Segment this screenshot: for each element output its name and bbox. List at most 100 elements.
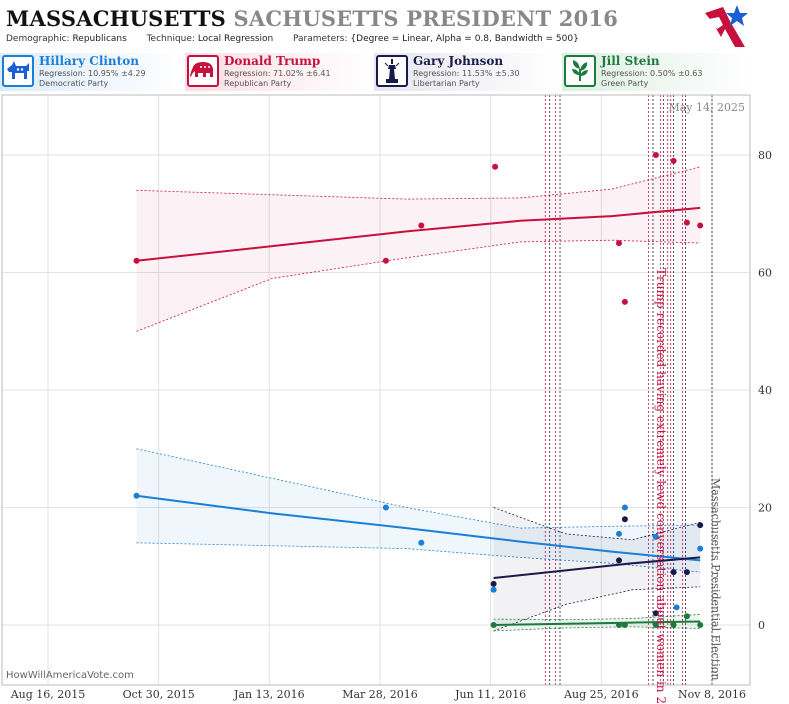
plot-frame	[1, 94, 751, 686]
candidate-legend: Hillary Clinton Regression: 10.95% ±4.29…	[0, 53, 789, 93]
y-tick-label: 60	[758, 267, 772, 280]
hillary-clinton-poll-point	[418, 539, 425, 546]
hillary-clinton-upper-bound	[136, 448, 701, 529]
annotation-label: Trump recorded having extremely lewd con…	[654, 268, 668, 704]
poll-points	[133, 152, 704, 628]
jill-stein-poll-point	[621, 622, 628, 628]
date-stamp: May 14, 2025	[668, 101, 745, 114]
donald-trump-poll-point	[418, 222, 425, 229]
candidate-regression: Regression: 10.95% ±4.29	[39, 69, 146, 78]
jill-stein-trend-line	[493, 620, 701, 626]
x-tick-label: Jun 11, 2016	[454, 688, 526, 701]
hillary-clinton-poll-point	[382, 504, 389, 511]
gary-johnson-poll-point	[670, 569, 677, 576]
hillary-clinton-lower-bound	[136, 542, 701, 573]
donald-trump-poll-point	[697, 222, 704, 229]
y-tick-label: 80	[758, 149, 772, 162]
candidate-party: Republican Party	[224, 79, 292, 88]
hillary-clinton-poll-point	[652, 533, 659, 540]
donald-trump-poll-point	[621, 298, 628, 305]
donald-trump-trend-line	[136, 206, 701, 262]
demographic-value: Republicans	[72, 34, 127, 44]
candidate-party: Libertarian Party	[413, 79, 480, 88]
candidate-party: Green Party	[601, 79, 649, 88]
gary-johnson-poll-point	[621, 516, 628, 523]
title-state: MASSACHUSETTS	[6, 6, 227, 31]
parameters-line: Demographic: Republicans Technique: Loca…	[6, 34, 579, 44]
y-tick-label: 40	[758, 384, 772, 397]
page-title: MASSACHUSETTS SACHUSETTS PRESIDENT 2016	[6, 6, 618, 31]
legend-card-clinton[interactable]: Hillary Clinton Regression: 10.95% ±4.29…	[0, 53, 185, 91]
x-tick-label: Jan 13, 2016	[233, 688, 305, 701]
donald-trump-poll-point	[133, 257, 140, 264]
gary-johnson-poll-point	[683, 569, 690, 576]
candidate-name: Jill Stein	[601, 54, 660, 68]
hillary-clinton-poll-point	[673, 604, 680, 611]
leaf-icon	[564, 55, 596, 87]
donald-trump-poll-point	[670, 157, 677, 164]
technique-value: Local Regression	[197, 34, 274, 44]
gary-johnson-poll-point	[490, 580, 497, 587]
donald-trump-poll-point	[652, 152, 659, 158]
site-logo-icon	[705, 5, 748, 47]
gary-johnson-trend-line	[493, 556, 701, 579]
legend-card-johnson[interactable]: Gary Johnson Regression: 11.53% ±5.30 Li…	[374, 53, 562, 91]
legend-card-trump[interactable]: Donald Trump Regression: 71.02% ±6.41 Re…	[185, 53, 374, 91]
confidence-bands	[136, 166, 701, 632]
donald-trump-poll-point	[382, 257, 389, 264]
annotation-label: Massachusetts Presidential Election	[709, 478, 722, 680]
grid-lines	[2, 95, 750, 685]
watermark: HowWillAmericaVote.com	[6, 670, 134, 681]
technique-label: Technique:	[146, 34, 195, 44]
x-tick-label: Mar 28, 2016	[342, 688, 418, 701]
jill-stein-poll-point	[670, 622, 677, 628]
candidate-name: Hillary Clinton	[39, 54, 139, 68]
hillary-clinton-poll-point	[697, 545, 704, 552]
jill-stein-poll-point	[652, 622, 659, 628]
hillary-clinton-poll-point	[490, 586, 497, 593]
gary-johnson-poll-point	[652, 610, 659, 617]
candidate-regression: Regression: 11.53% ±5.30	[413, 69, 520, 78]
hillary-clinton-poll-point	[621, 504, 628, 511]
gary-johnson-poll-point	[697, 522, 704, 529]
x-tick-label: Oct 30, 2015	[123, 688, 195, 701]
axes: 0 20 40 60 80 Aug 16, 2015 Oct 30, 2015 Jan 13,…	[1, 94, 772, 701]
demographic-label: Demographic:	[6, 34, 70, 44]
candidate-regression: Regression: 0.50% ±0.63	[601, 69, 703, 78]
donald-trump-band	[136, 166, 701, 332]
jill-stein-lower-bound	[493, 626, 701, 632]
y-tick-label: 20	[758, 502, 772, 515]
donald-trump-poll-point	[616, 240, 622, 247]
parameters-value: {Degree = Linear, Alpha = 0.8, Bandwidth…	[350, 34, 579, 44]
legend-card-stein[interactable]: Jill Stein Regression: 0.50% ±0.63 Green…	[562, 53, 751, 91]
jill-stein-poll-point	[490, 622, 497, 628]
candidate-regression: Regression: 71.02% ±6.41	[224, 69, 331, 78]
candidate-name: Donald Trump	[224, 54, 321, 68]
candidate-name: Gary Johnson	[413, 54, 504, 68]
trend-lines	[136, 206, 701, 626]
donald-trump-lower-bound	[136, 239, 701, 332]
hillary-clinton-poll-point	[616, 530, 622, 537]
gary-johnson-poll-point	[616, 557, 622, 564]
gary-johnson-band	[493, 507, 701, 631]
hillary-clinton-poll-point	[133, 492, 140, 499]
x-tick-label: Aug 16, 2015	[10, 688, 86, 701]
donald-trump-upper-bound	[136, 166, 701, 200]
x-tick-label: Aug 25, 2016	[563, 688, 639, 701]
jill-stein-poll-point	[616, 622, 622, 628]
candidate-party: Democratic Party	[39, 79, 109, 88]
statue-of-liberty-icon	[376, 55, 408, 87]
hillary-clinton-trend-line	[136, 494, 701, 562]
title-race: SACHUSETTS PRESIDENT 2016	[233, 6, 619, 31]
elephant-icon	[187, 55, 219, 87]
donald-trump-poll-point	[492, 163, 499, 170]
donald-trump-poll-point	[683, 219, 690, 226]
x-tick-label: Nov 8, 2016	[678, 688, 746, 701]
donkey-icon	[2, 55, 34, 87]
parameters-label: Parameters:	[292, 34, 348, 44]
jill-stein-poll-point	[683, 613, 690, 620]
jill-stein-upper-bound	[493, 614, 701, 621]
y-tick-label: 0	[758, 619, 765, 632]
jill-stein-poll-point	[697, 622, 704, 628]
